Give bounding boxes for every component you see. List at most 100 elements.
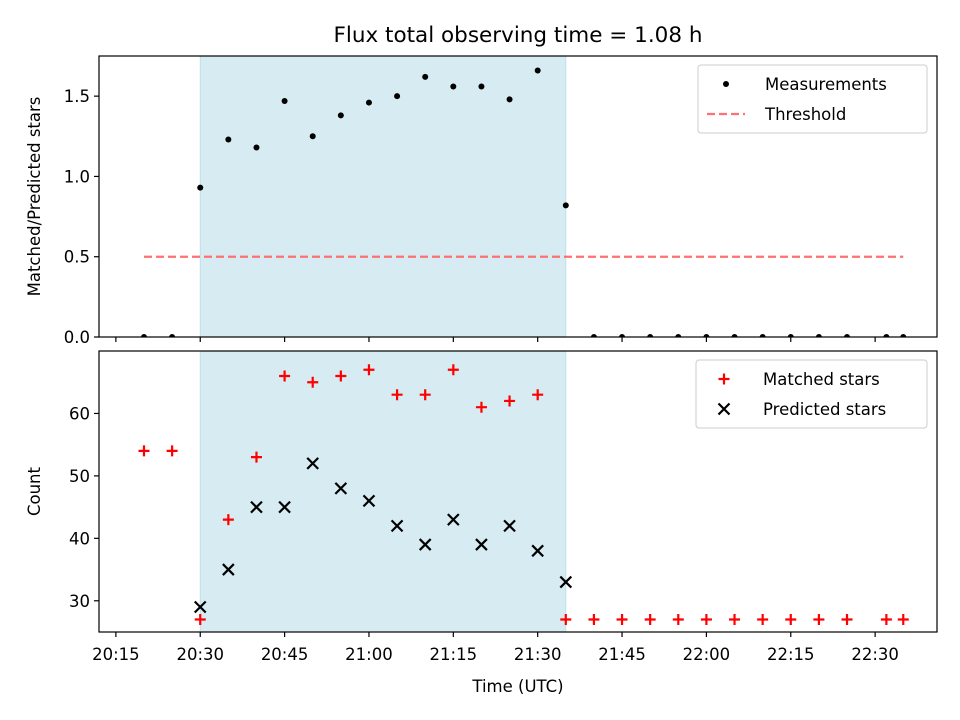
data-point <box>250 500 263 514</box>
y-axis-label: Count <box>25 466 44 516</box>
legend-label: Measurements <box>765 75 887 94</box>
axes-frame <box>98 350 938 633</box>
shaded-interval <box>199 55 567 338</box>
data-point <box>422 73 429 80</box>
data-point <box>503 519 516 533</box>
data-point <box>757 614 769 626</box>
data-point <box>197 184 204 191</box>
data-point <box>559 575 573 589</box>
data-point <box>390 519 404 533</box>
x-tick-label: 20:15 <box>92 645 140 664</box>
data-point <box>138 445 150 457</box>
legend-marker <box>723 81 729 87</box>
shaded-interval <box>199 350 567 633</box>
data-point <box>897 614 909 626</box>
y-tick-label: 40 <box>69 529 90 548</box>
legend-box <box>695 359 928 429</box>
axes-frame <box>98 55 938 338</box>
data-point <box>166 445 178 457</box>
data-point <box>588 614 600 626</box>
data-point <box>281 97 288 104</box>
data-point <box>787 334 794 337</box>
data-point <box>731 334 738 337</box>
data-point <box>675 334 682 337</box>
legend-marker <box>717 402 731 416</box>
data-point <box>534 67 541 74</box>
data-point <box>335 370 347 382</box>
data-point <box>759 334 766 337</box>
data-point <box>532 389 544 401</box>
data-point <box>504 395 516 407</box>
series-matched-stars <box>138 364 909 626</box>
legend-entry: Matched stars <box>718 370 880 389</box>
y-tick-label: 30 <box>69 592 90 611</box>
legend-entry: Threshold <box>707 105 846 124</box>
data-point <box>703 334 710 337</box>
data-point <box>672 614 684 626</box>
x-tick-label: 20:45 <box>261 645 309 664</box>
legend-box <box>697 64 928 134</box>
data-point <box>306 457 319 470</box>
data-point <box>883 334 890 337</box>
top-panel: 0.0 0.5 1.0 1.5 Matched/Predicted stars Measu… <box>25 55 938 347</box>
y-tick-label: 0.5 <box>64 248 90 267</box>
data-point <box>644 614 656 626</box>
figure-title: Flux total observing time = 1.08 h <box>334 23 703 48</box>
data-point <box>222 514 234 526</box>
data-point <box>337 112 344 119</box>
data-point <box>813 614 825 626</box>
data-point <box>560 614 572 626</box>
data-point <box>841 614 853 626</box>
plot-area <box>138 364 909 626</box>
data-point <box>619 334 626 337</box>
data-point <box>334 482 348 495</box>
x-tick-label: 21:30 <box>514 645 562 664</box>
data-point <box>447 513 460 526</box>
data-point <box>363 364 375 376</box>
legend: Matched stars Predicted stars <box>695 359 928 429</box>
data-point <box>250 451 262 463</box>
x-tick-label: 22:30 <box>851 645 899 664</box>
series-measurements <box>140 67 907 337</box>
data-point <box>253 144 260 151</box>
data-point <box>365 99 372 106</box>
series-predicted-stars <box>193 457 573 614</box>
y-tick-label: 0.0 <box>64 328 90 347</box>
data-point <box>478 83 485 90</box>
data-point <box>700 614 712 626</box>
legend-marker <box>718 373 730 385</box>
data-point <box>729 614 741 626</box>
y-tick-label: 1.5 <box>64 87 90 106</box>
legend-entry: Predicted stars <box>717 400 886 419</box>
x-tick-label: 21:45 <box>598 645 646 664</box>
x-tick-label: 22:00 <box>683 645 731 664</box>
data-point <box>785 614 797 626</box>
data-point <box>169 334 176 337</box>
data-point <box>475 538 488 551</box>
plot-area <box>140 67 907 337</box>
data-point <box>450 83 457 90</box>
legend-entry: Measurements <box>723 75 887 94</box>
legend-label: Threshold <box>764 105 846 124</box>
data-point <box>616 614 628 626</box>
data-point <box>447 364 459 376</box>
x-tick-label: 21:00 <box>345 645 393 664</box>
x-tick-label: 22:15 <box>767 645 815 664</box>
y-tick-label: 1.0 <box>64 167 90 186</box>
data-point <box>140 334 147 337</box>
data-point <box>309 133 316 140</box>
data-point <box>647 334 654 337</box>
data-point <box>562 202 569 209</box>
y-tick-label: 50 <box>69 467 90 486</box>
data-point <box>418 538 432 551</box>
y-axis-label: Matched/Predicted stars <box>25 97 44 297</box>
bottom-panel: 30 40 50 60 20:15 20:30 20:45 21:00 21:15 21:30 21… <box>25 350 938 696</box>
data-point <box>815 334 822 337</box>
data-point <box>278 500 291 514</box>
data-point <box>531 544 544 558</box>
data-point <box>279 370 291 382</box>
data-point <box>391 389 403 401</box>
y-tick-label: 60 <box>69 404 90 423</box>
data-point <box>394 93 401 100</box>
